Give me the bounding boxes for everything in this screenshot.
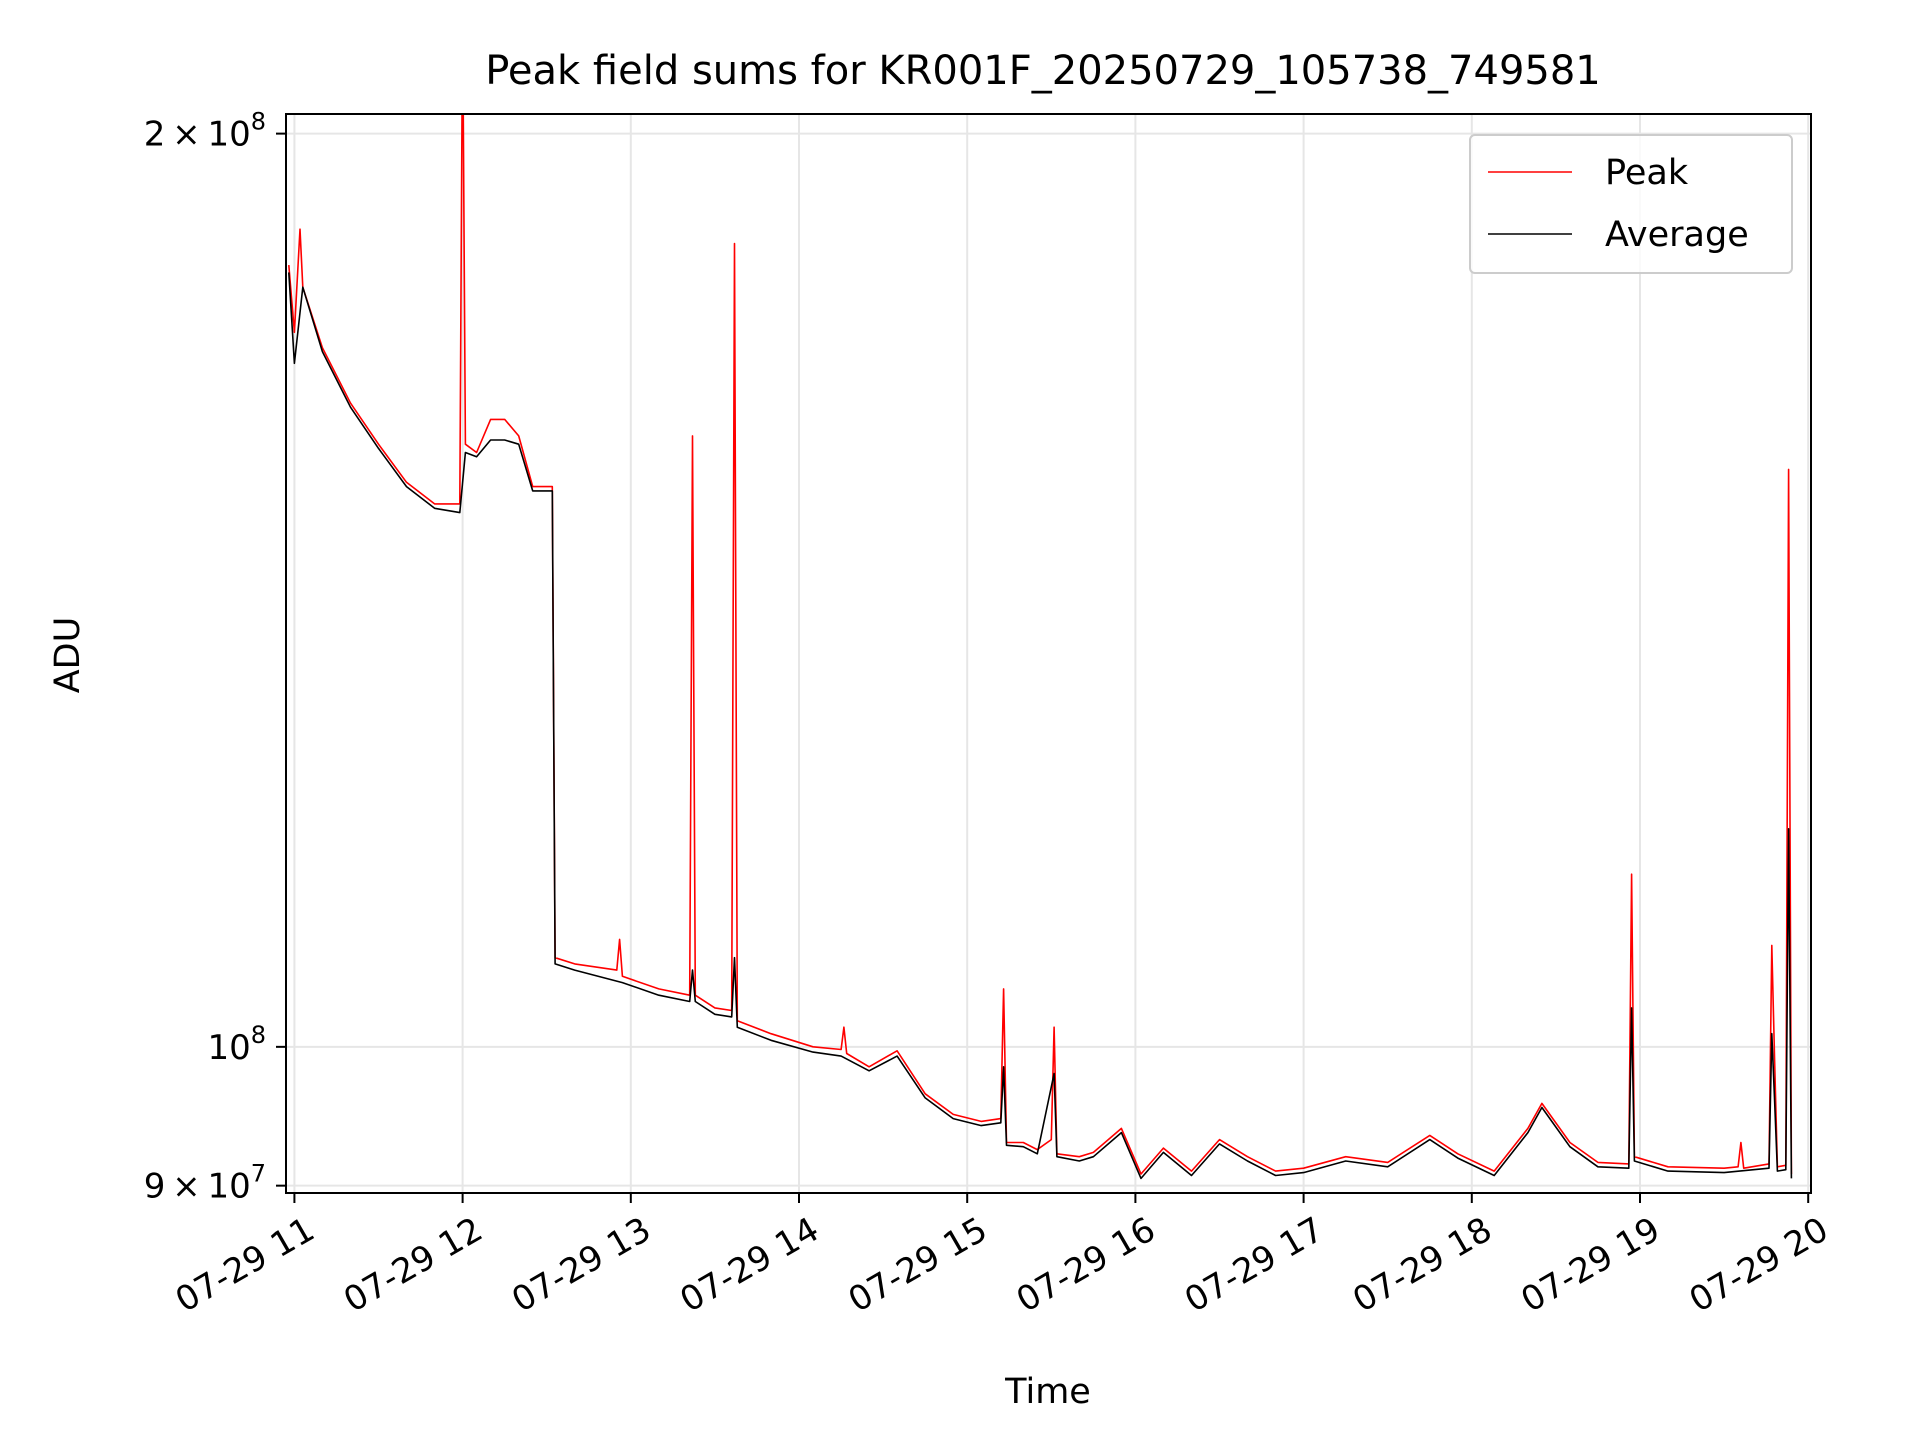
legend-box <box>1469 134 1793 274</box>
y-axis-label: ADU <box>48 617 88 694</box>
legend-label-average: Average <box>1605 215 1749 255</box>
y-tick-label: 9 × 107 <box>144 1160 266 1207</box>
y-axis: 2 × 108 108 9 × 107 <box>144 108 286 1207</box>
y-tick-label: 2 × 108 <box>144 108 266 155</box>
y-tick-label: 108 <box>207 1021 266 1068</box>
grid-lines <box>286 114 1811 1193</box>
x-axis-label: Time <box>1004 1372 1091 1412</box>
series-line-average <box>288 272 1793 1180</box>
chart-title: Peak field sums for KR001F_20250729_1057… <box>485 48 1601 94</box>
legend-label-peak: Peak <box>1605 153 1689 193</box>
legend: Peak Average <box>1469 134 1793 274</box>
series-layer <box>288 114 1793 1180</box>
plot-frame <box>285 113 1812 1194</box>
